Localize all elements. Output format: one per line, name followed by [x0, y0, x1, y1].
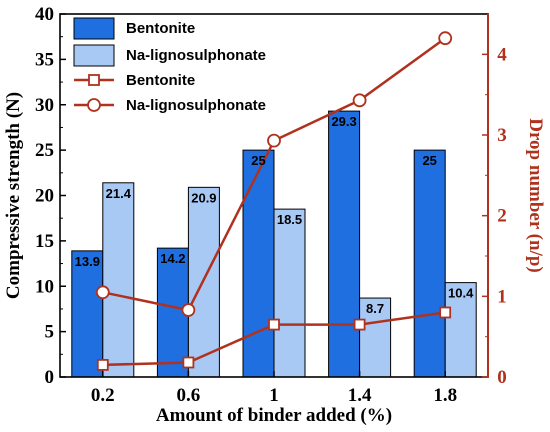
- x-axis-title: Amount of binder added (%): [156, 405, 392, 426]
- x-tick-label: 0.6: [177, 385, 201, 406]
- y2-tick-label: 0: [497, 367, 507, 388]
- bar-value-label: 10.4: [448, 286, 474, 301]
- left-ticks: 0 5 10 15 20 25 30 35 40: [35, 4, 66, 388]
- bar-value-label: 13.9: [75, 254, 100, 269]
- y-tick-label: 35: [35, 49, 54, 70]
- y-tick-label: 10: [35, 276, 54, 297]
- right-ticks: 0 1 2 3 4: [482, 44, 507, 388]
- y2-axis-title: Drop number (n/p): [525, 118, 546, 273]
- x-tick-label: 1: [269, 385, 279, 406]
- lines-layer: [95, 31, 453, 371]
- square-marker: [268, 318, 280, 331]
- legend-swatch: [73, 44, 115, 67]
- bar-value-label: 25: [422, 153, 436, 168]
- circle-marker: [438, 31, 453, 46]
- y-tick-label: 15: [35, 231, 54, 252]
- bar-value-label: 14.2: [160, 251, 185, 266]
- bar-na-lignosulphonate-3: [359, 297, 392, 378]
- circle-marker: [267, 133, 281, 148]
- bar-labels: 13.9 14.2 25 29.3 25 21.4 20.9 18.5 8.7 10.4: [75, 114, 474, 316]
- y2-tick-label: 1: [497, 286, 507, 307]
- y-tick-label: 30: [35, 95, 54, 116]
- bar-bentonite-0: [71, 250, 104, 378]
- square-marker: [439, 306, 452, 319]
- y-tick-label: 25: [35, 140, 54, 161]
- square-marker: [353, 318, 366, 331]
- bar-value-label: 25: [251, 153, 265, 168]
- y-tick-label: 0: [45, 367, 55, 388]
- y-tick-label: 5: [45, 322, 55, 343]
- legend: Bentonite Na-lignosulphonate Bentonite Na-l…: [73, 17, 266, 114]
- circle-marker: [95, 285, 110, 300]
- bar-bentonite-4: [413, 149, 446, 378]
- y-axis-title: Compressive strength (N): [3, 92, 24, 299]
- bar-na-lignosulphonate-1: [187, 186, 220, 378]
- legend-label: Bentonite: [126, 20, 195, 37]
- bar-value-label: 18.5: [277, 212, 302, 227]
- y2-tick-label: 4: [497, 44, 507, 65]
- bar-na-lignosulphonate-4: [444, 282, 477, 378]
- square-marker: [182, 356, 195, 369]
- bar-value-label: 21.4: [106, 186, 132, 201]
- bar-na-lignosulphonate-0: [102, 182, 135, 378]
- x-tick-label: 1.8: [433, 385, 457, 406]
- legend-circle-marker: [87, 98, 101, 112]
- bar-value-label: 8.7: [366, 301, 384, 316]
- x-tick-label: 0.2: [91, 385, 115, 406]
- legend-label: Na-lignosulphonate: [126, 97, 266, 114]
- bar-bentonite-3: [328, 110, 361, 378]
- bar-na-lignosulphonate-2: [273, 208, 306, 378]
- circle-marker: [181, 303, 196, 317]
- y2-tick-label: 2: [497, 206, 507, 227]
- legend-label: Na-lignosulphonate: [126, 47, 266, 64]
- square-marker: [96, 358, 109, 371]
- legend-swatch: [73, 17, 115, 40]
- legend-label: Bentonite: [126, 72, 195, 89]
- y-tick-label: 40: [35, 4, 54, 25]
- bar-value-label: 20.9: [191, 190, 216, 205]
- x-ticks: 0.2 0.6 1 1.4 1.8: [91, 371, 457, 406]
- legend-square-marker: [88, 74, 100, 86]
- bars-layer: [71, 110, 477, 378]
- bar-value-label: 29.3: [331, 114, 356, 129]
- circle-marker: [352, 93, 367, 108]
- x-tick-label: 1.4: [348, 385, 372, 406]
- y2-tick-label: 3: [497, 125, 507, 146]
- bar-bentonite-2: [242, 149, 275, 378]
- y-tick-label: 20: [35, 186, 54, 207]
